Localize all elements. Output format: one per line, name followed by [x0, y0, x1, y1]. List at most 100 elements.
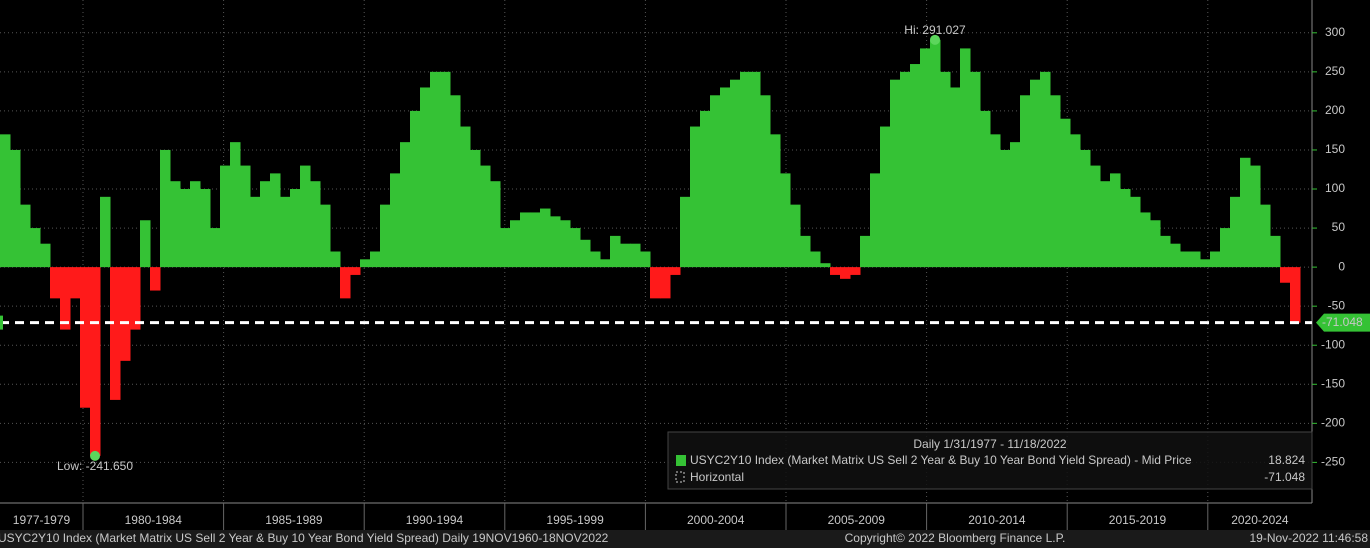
y-tick-label: -250 — [1321, 455, 1345, 469]
area-slice — [1240, 157, 1251, 268]
area-slice — [980, 110, 991, 268]
area-slice — [1060, 118, 1071, 268]
area-slice — [130, 267, 141, 330]
area-slice — [410, 110, 421, 268]
area-slice — [60, 267, 71, 330]
area-slice — [550, 216, 561, 268]
area-slice — [940, 71, 951, 268]
area-slice — [520, 212, 531, 268]
area-slice — [1100, 181, 1111, 268]
area-slice — [880, 126, 891, 268]
y-tick-label: -200 — [1321, 416, 1345, 430]
x-tick-label: 1995-1999 — [546, 513, 604, 527]
footer-right: 19-Nov-2022 11:46:58 — [1249, 531, 1368, 545]
area-slice — [580, 239, 591, 268]
area-slice — [220, 165, 231, 268]
area-slice — [1080, 149, 1091, 268]
area-slice — [720, 87, 731, 268]
area-slice — [470, 149, 481, 268]
area-slice — [780, 173, 791, 268]
legend-box — [667, 431, 1313, 490]
area-slice — [180, 189, 191, 268]
area-slice — [290, 189, 301, 268]
area-slice — [870, 173, 881, 268]
area-slice — [150, 267, 161, 291]
area-slice — [230, 142, 241, 268]
area-slice — [690, 126, 701, 268]
area-slice — [370, 251, 381, 268]
area-slice — [1120, 189, 1131, 268]
area-slice — [1020, 95, 1031, 268]
area-slice — [510, 220, 521, 268]
value-tag — [1316, 313, 1370, 332]
area-slice — [460, 126, 471, 268]
area-slice — [1070, 134, 1081, 268]
area-slice — [350, 267, 361, 275]
area-slice — [890, 79, 901, 268]
area-slice — [860, 235, 871, 268]
area-slice — [480, 165, 491, 268]
area-slice — [610, 235, 621, 268]
area-slice — [110, 267, 121, 400]
area-slice — [1200, 259, 1211, 268]
area-slice — [280, 196, 291, 268]
area-slice — [640, 251, 651, 268]
area-slice — [50, 267, 61, 299]
footer-center: Copyright© 2022 Bloomberg Finance L.P. — [845, 531, 1066, 545]
x-tick-label: 1985-1989 — [265, 513, 323, 527]
area-slice — [500, 228, 511, 268]
area-slice — [1150, 220, 1161, 268]
area-slice — [570, 228, 581, 268]
area-slice — [910, 64, 921, 268]
area-slice — [1000, 149, 1011, 268]
area-slice — [30, 228, 41, 268]
area-slice — [1270, 235, 1281, 268]
area-slice — [1130, 196, 1141, 268]
area-slice — [330, 251, 341, 268]
area-slice — [100, 196, 111, 268]
area-slice — [400, 142, 411, 268]
legend-swatch-horizontal — [675, 471, 685, 483]
area-slice — [770, 134, 781, 268]
area-slice — [300, 165, 311, 268]
area-slice — [700, 110, 711, 268]
footer-bar — [0, 530, 1370, 548]
area-slice — [40, 243, 51, 268]
area-slice — [750, 71, 761, 268]
area-slice — [830, 267, 841, 275]
high-annotation: Hi: 291.027 — [904, 23, 966, 37]
area-slice — [260, 181, 271, 268]
x-tick-label: 2000-2004 — [687, 513, 745, 527]
area-slice — [670, 267, 681, 275]
area-slice — [1190, 251, 1201, 268]
area-slice — [530, 212, 541, 268]
area-slice — [420, 87, 431, 268]
area-slice — [320, 204, 331, 268]
area-slice — [760, 95, 771, 268]
y-tick-label: 250 — [1325, 64, 1345, 78]
area-slice — [1050, 95, 1061, 268]
area-slice — [120, 267, 131, 361]
y-tick-label: 150 — [1325, 142, 1345, 156]
x-tick-label: 2020-2024 — [1231, 513, 1289, 527]
area-slice — [930, 39, 941, 268]
area-slice — [1160, 235, 1171, 268]
y-tick-label: -100 — [1321, 337, 1345, 351]
legend-series: USYC2Y10 Index (Market Matrix US Sell 2 … — [690, 453, 1192, 467]
area-slice — [560, 220, 571, 268]
high-marker — [930, 34, 940, 45]
area-slice — [900, 71, 911, 268]
area-slice — [950, 87, 961, 268]
legend-period: Daily 1/31/1977 - 11/18/2022 — [913, 437, 1067, 451]
left-tag — [0, 315, 3, 330]
area-slice — [630, 243, 641, 268]
area-slice — [800, 235, 811, 268]
area-slice — [450, 95, 461, 268]
area-slice — [710, 95, 721, 268]
low-marker — [90, 450, 100, 461]
area-slice — [1210, 251, 1221, 268]
area-slice — [970, 71, 981, 268]
area-slice — [20, 204, 31, 268]
area-slice — [600, 259, 611, 268]
